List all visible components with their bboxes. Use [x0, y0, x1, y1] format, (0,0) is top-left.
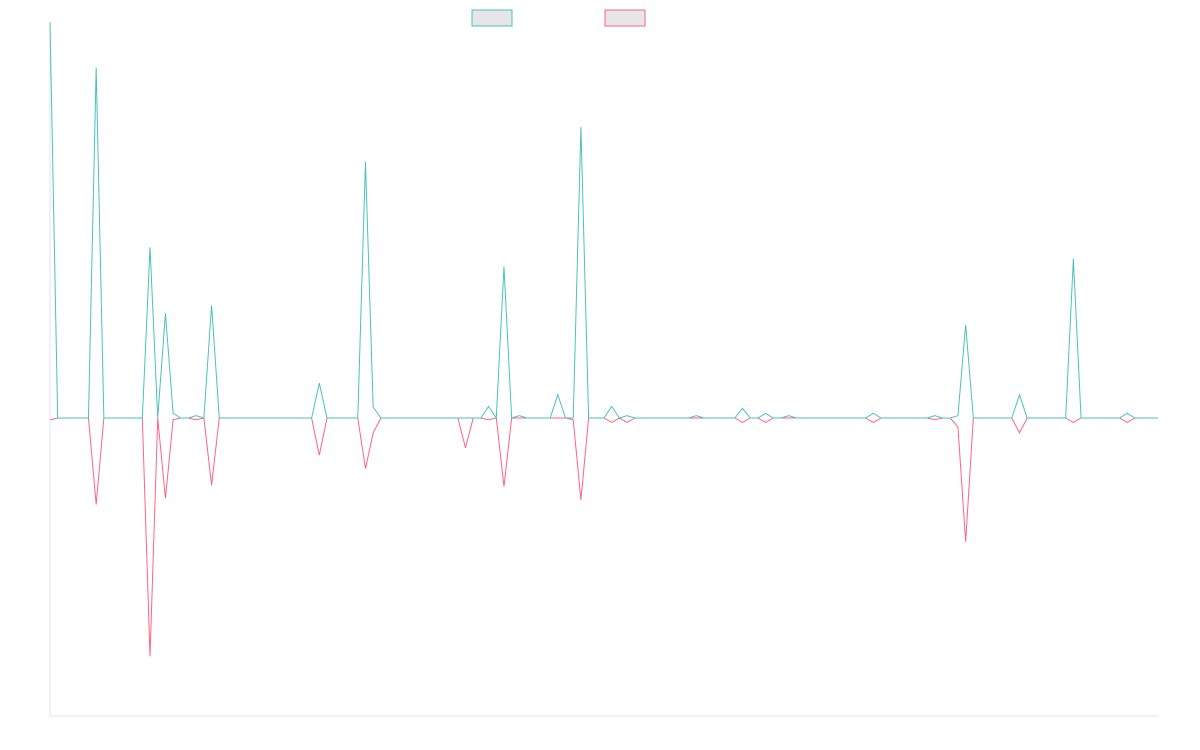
- legend-swatch-2[interactable]: [604, 9, 646, 27]
- axes: [49, 30, 1158, 717]
- legend-swatch-1[interactable]: [471, 9, 513, 27]
- series-layer: [49, 22, 1158, 657]
- series-line-1: [49, 22, 1158, 420]
- legend: [471, 9, 646, 27]
- series-line-2: [49, 417, 1158, 657]
